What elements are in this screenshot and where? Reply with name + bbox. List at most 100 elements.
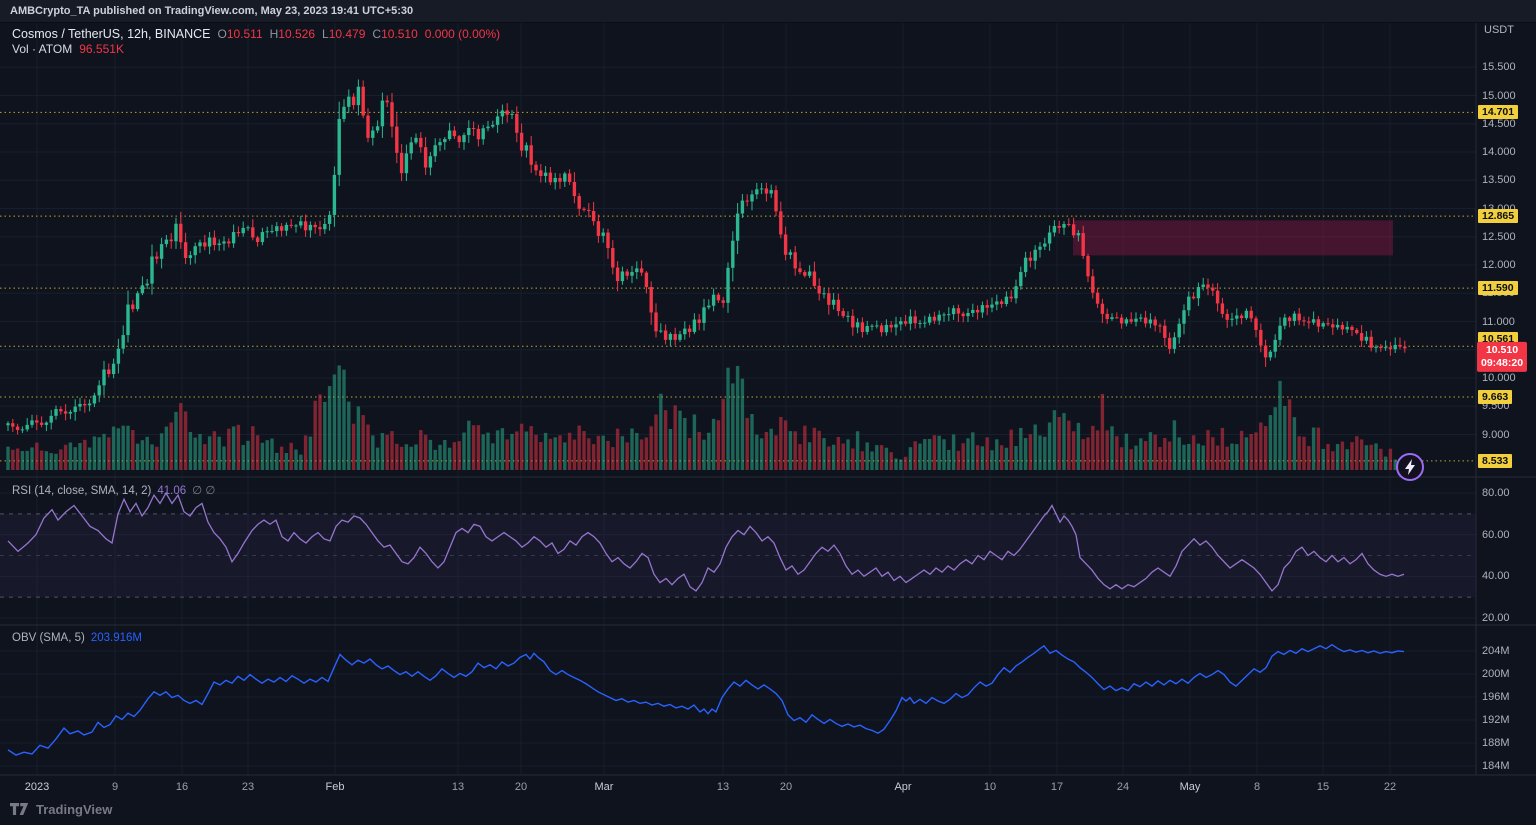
rsi-title[interactable]: RSI (14, close, SMA, 14, 2)	[12, 485, 152, 497]
supply-zone[interactable]	[1073, 220, 1393, 256]
volume-bar	[299, 454, 303, 470]
volume-label[interactable]: Vol · ATOM	[12, 42, 73, 56]
volume-bar	[687, 438, 692, 470]
rsi-tick-label: 60.00	[1482, 528, 1510, 541]
candle-body	[956, 308, 961, 314]
volume-bar	[735, 365, 740, 470]
candle-body	[1297, 313, 1301, 321]
time-tick-label: Mar	[594, 781, 614, 793]
candle-body	[183, 242, 188, 259]
candle-body	[433, 145, 437, 157]
volume-bar	[1177, 437, 1181, 470]
volume-bar	[193, 437, 197, 470]
candle-body	[870, 325, 874, 327]
candle-body	[1134, 318, 1138, 322]
volume-bar	[558, 435, 562, 470]
candle-body	[1316, 319, 1321, 327]
volume-bar	[572, 439, 577, 470]
candle-body	[1148, 319, 1153, 324]
candle-body	[1398, 344, 1402, 347]
candle-body	[572, 181, 577, 197]
symbol-legend: Cosmos / TetherUS, 12h, BINANCE O10.511 H1…	[12, 27, 500, 41]
candle-body	[971, 309, 975, 314]
candle-body	[831, 299, 836, 305]
candle-body	[1172, 337, 1177, 349]
time-tick-label: 2023	[24, 781, 50, 793]
obv-title[interactable]: OBV (SMA, 5)	[12, 632, 85, 644]
candle-body	[1110, 317, 1114, 319]
candle-body	[193, 246, 197, 256]
candle-body	[726, 267, 730, 303]
candle-body	[92, 395, 97, 404]
candle-body	[25, 424, 29, 430]
volume-bar	[716, 420, 721, 470]
volume-bar	[6, 446, 10, 470]
volume-bar	[59, 449, 63, 470]
candle-body	[659, 330, 663, 332]
candle-body	[467, 127, 471, 136]
volume-bar	[1191, 435, 1196, 470]
time-tick-label: 15	[1316, 781, 1330, 793]
candle-body	[740, 200, 745, 214]
volume-bar	[102, 433, 106, 470]
volume-bar	[471, 425, 476, 470]
volume-bar	[855, 431, 860, 470]
volume-bar	[279, 446, 284, 470]
candle-body	[347, 96, 351, 107]
volume-bar	[241, 445, 245, 470]
volume-bar	[865, 442, 869, 470]
volume-bar	[831, 444, 836, 470]
candle-body	[1307, 321, 1311, 323]
volume-bar	[1215, 445, 1220, 470]
volume-bar	[990, 450, 994, 470]
candle-body	[337, 118, 341, 175]
volume-bar	[1225, 446, 1229, 470]
volume-bar	[255, 435, 260, 470]
volume-bar	[1033, 424, 1037, 470]
price-level-label: 14.701	[1478, 105, 1519, 120]
candle-body	[1235, 315, 1239, 319]
volume-bar	[414, 444, 418, 470]
volume-bar	[999, 445, 1004, 470]
volume-bar	[15, 448, 20, 470]
watermark-bar: AMBCrypto_TA published on TradingView.co…	[0, 0, 1536, 23]
tradingview-logo[interactable]: TradingView	[10, 801, 112, 817]
volume-bar	[203, 444, 207, 470]
tradingview-logo-text: TradingView	[36, 801, 113, 817]
candle-body	[131, 304, 135, 310]
candle-body	[596, 221, 601, 236]
candle-body	[308, 224, 313, 231]
candle-body	[351, 96, 356, 106]
candle-body	[1062, 224, 1066, 228]
candle-body	[49, 415, 53, 423]
volume-bar	[827, 446, 831, 470]
price-level-label: 12.865	[1478, 209, 1519, 224]
symbol-title[interactable]: Cosmos / TetherUS, 12h, BINANCE	[12, 27, 211, 41]
candle-body	[678, 334, 682, 340]
volume-bar	[423, 434, 428, 470]
volume-bar	[937, 435, 941, 470]
rsi-tick-label: 20.00	[1482, 611, 1510, 624]
candle-body	[620, 271, 625, 282]
candle-body	[313, 224, 317, 228]
rsi-tick-label: 40.00	[1482, 570, 1510, 583]
volume-bar	[774, 435, 778, 470]
candle-body	[500, 110, 505, 117]
candle-body	[1225, 313, 1229, 320]
volume-bar	[644, 437, 649, 470]
time-tick-label: 24	[1116, 781, 1130, 793]
volume-bar	[145, 436, 149, 470]
candle-body	[1100, 303, 1105, 314]
volume-bar	[755, 434, 759, 470]
candle-body	[1139, 317, 1143, 319]
volume-bar	[702, 439, 706, 470]
volume-bar	[567, 432, 572, 470]
volume-bar	[505, 439, 509, 470]
candle-body	[1230, 318, 1234, 320]
price-tick-label: 9.000	[1482, 428, 1510, 441]
candle-body	[174, 223, 178, 242]
candle-body	[404, 153, 409, 174]
candle-body	[476, 128, 481, 140]
obv-tick-label: 204M	[1482, 645, 1510, 657]
